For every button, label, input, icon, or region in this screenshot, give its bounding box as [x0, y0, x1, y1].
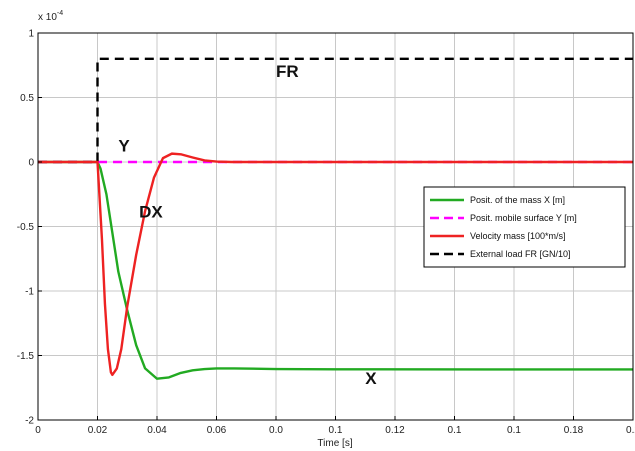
x-tick-label: 0.1 — [448, 425, 462, 436]
legend: Posit. of the mass X [m] Posit. mobile su… — [423, 186, 626, 268]
y-tick-label: -0.5 — [17, 222, 35, 233]
annotation-label: X — [365, 369, 377, 388]
x-tick-label: 0.0 — [269, 425, 283, 436]
y-multiplier-base: x 10 — [38, 12, 57, 23]
annotations: FR Y DX X — [118, 62, 377, 388]
series-line-2 — [38, 152, 633, 377]
x-axis-ticks: 0 0.02 0.04 0.06 0.0 0.1 0.12 0.1 0.1 0.18 0.2 — [35, 416, 635, 436]
x-tick-label: 0.12 — [385, 425, 405, 436]
y-axis-ticks: 1 0.5 0 -0.5 -1 -1.5 -2 — [17, 29, 42, 427]
legend-label: Velocity mass [100*m/s] — [470, 231, 566, 241]
y-tick-label: -2 — [25, 416, 34, 427]
annotation-label: Y — [118, 137, 130, 156]
x-tick-label: 0.2 — [626, 425, 635, 436]
legend-label: Posit. mobile surface Y [m] — [470, 213, 577, 223]
series-line-0 — [38, 160, 633, 380]
x-tick-label: 0.06 — [207, 425, 227, 436]
y-tick-label: -1 — [25, 287, 34, 298]
series-layer — [38, 57, 633, 380]
annotation-label: DX — [139, 202, 163, 221]
x-tick-label: 0.04 — [147, 425, 167, 436]
y-tick-label: 0.5 — [20, 93, 34, 104]
x-axis-title: Time [s] — [317, 438, 352, 449]
x-tick-label: 0 — [35, 425, 41, 436]
y-tick-label: 0 — [28, 158, 34, 169]
y-tick-label: 1 — [28, 29, 34, 40]
x-tick-label: 0.02 — [88, 425, 108, 436]
annotation-label: FR — [276, 62, 299, 81]
x-tick-label: 0.1 — [329, 425, 343, 436]
y-multiplier: x 10-4 — [38, 10, 63, 23]
series-line-3 — [38, 57, 633, 164]
x-tick-label: 0.18 — [564, 425, 584, 436]
legend-label: Posit. of the mass X [m] — [470, 195, 565, 205]
legend-label: External load FR [GN/10] — [470, 249, 571, 259]
y-tick-label: -1.5 — [17, 351, 35, 362]
x-tick-label: 0.1 — [507, 425, 521, 436]
y-multiplier-exponent: -4 — [57, 10, 63, 17]
